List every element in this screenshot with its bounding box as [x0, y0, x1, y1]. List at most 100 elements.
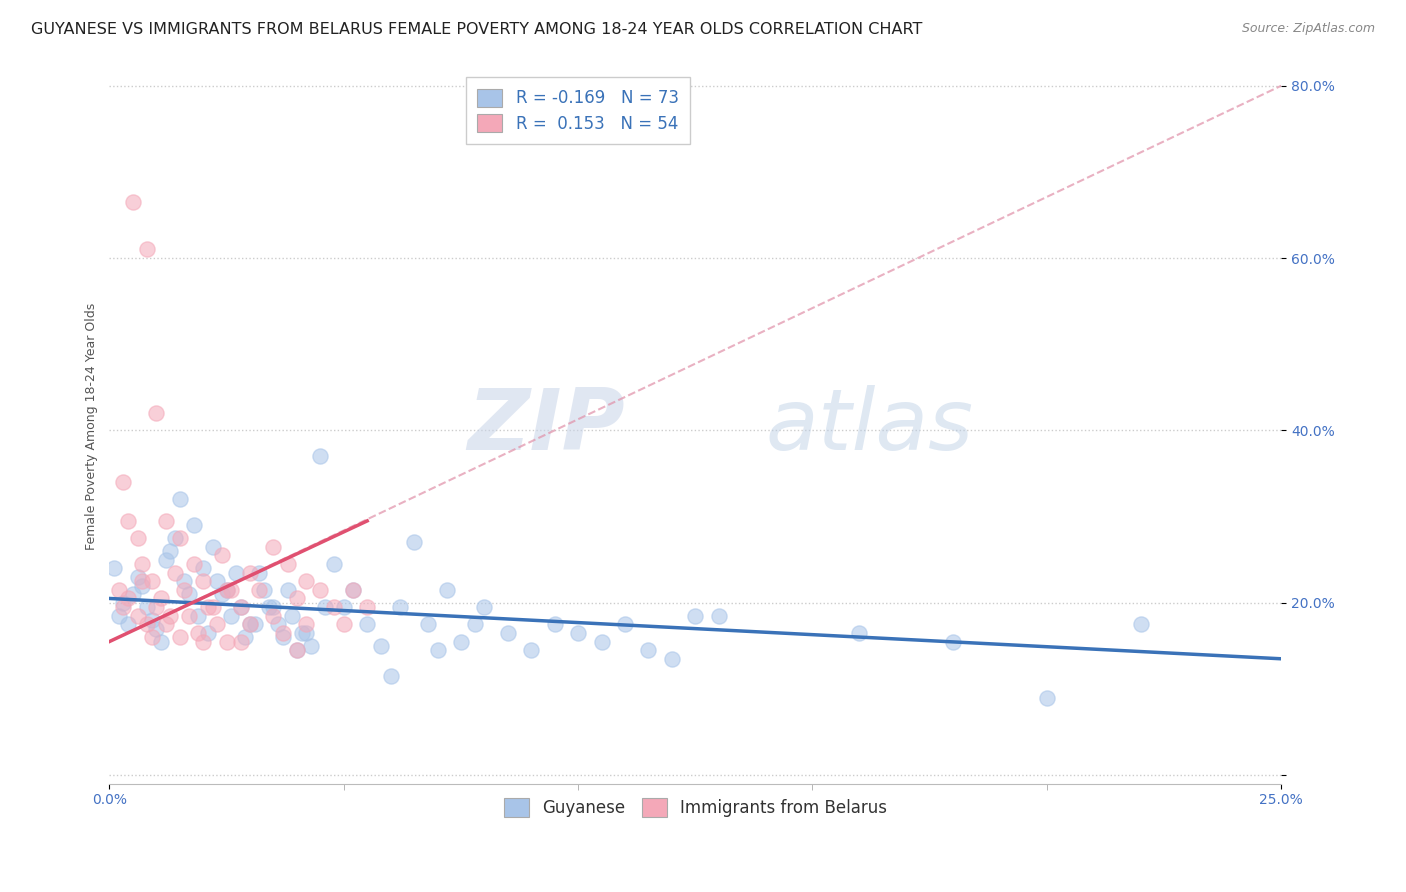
- Point: [191, 561, 214, 575]
- Point: [314, 600, 336, 615]
- Point: [332, 600, 354, 615]
- Point: [135, 617, 157, 632]
- Point: [183, 518, 205, 533]
- Point: [177, 587, 200, 601]
- Point: [107, 582, 129, 597]
- Point: [271, 626, 294, 640]
- Point: [295, 574, 318, 589]
- Point: [131, 557, 153, 571]
- Point: [149, 591, 172, 606]
- Point: [159, 544, 181, 558]
- Point: [661, 652, 683, 666]
- Point: [464, 617, 486, 632]
- Point: [544, 617, 567, 632]
- Point: [707, 608, 730, 623]
- Point: [276, 582, 298, 597]
- Point: [145, 622, 167, 636]
- Point: [201, 600, 224, 615]
- Point: [103, 561, 125, 575]
- Point: [309, 450, 332, 464]
- Point: [299, 639, 322, 653]
- Point: [290, 626, 312, 640]
- Point: [271, 630, 294, 644]
- Point: [380, 669, 402, 683]
- Point: [155, 552, 177, 566]
- Point: [131, 574, 153, 589]
- Point: [323, 600, 346, 615]
- Point: [262, 540, 284, 554]
- Point: [239, 566, 262, 580]
- Point: [121, 195, 143, 210]
- Point: [243, 617, 266, 632]
- Point: [257, 600, 280, 615]
- Point: [145, 600, 167, 615]
- Point: [112, 600, 135, 615]
- Point: [637, 643, 659, 657]
- Point: [520, 643, 543, 657]
- Point: [215, 582, 238, 597]
- Point: [112, 475, 135, 490]
- Point: [107, 608, 129, 623]
- Point: [197, 626, 219, 640]
- Point: [127, 570, 149, 584]
- Point: [323, 557, 346, 571]
- Point: [127, 608, 149, 623]
- Point: [191, 574, 214, 589]
- Point: [567, 626, 589, 640]
- Point: [141, 630, 163, 644]
- Point: [247, 582, 270, 597]
- Point: [418, 617, 440, 632]
- Point: [436, 582, 458, 597]
- Point: [474, 600, 496, 615]
- Point: [285, 643, 308, 657]
- Point: [127, 531, 149, 545]
- Point: [496, 626, 519, 640]
- Point: [229, 600, 252, 615]
- Point: [233, 630, 256, 644]
- Point: [225, 566, 247, 580]
- Point: [215, 582, 238, 597]
- Point: [342, 582, 364, 597]
- Point: [332, 617, 354, 632]
- Text: GUYANESE VS IMMIGRANTS FROM BELARUS FEMALE POVERTY AMONG 18-24 YEAR OLDS CORRELA: GUYANESE VS IMMIGRANTS FROM BELARUS FEMA…: [31, 22, 922, 37]
- Point: [117, 617, 139, 632]
- Point: [229, 634, 252, 648]
- Point: [163, 531, 186, 545]
- Point: [169, 531, 191, 545]
- Point: [121, 587, 143, 601]
- Point: [141, 574, 163, 589]
- Point: [1129, 617, 1152, 632]
- Point: [191, 634, 214, 648]
- Point: [281, 608, 304, 623]
- Point: [205, 574, 228, 589]
- Point: [117, 591, 139, 606]
- Point: [1036, 690, 1059, 705]
- Point: [276, 557, 298, 571]
- Point: [285, 591, 308, 606]
- Legend: Guyanese, Immigrants from Belarus: Guyanese, Immigrants from Belarus: [495, 790, 896, 825]
- Point: [614, 617, 637, 632]
- Point: [370, 639, 392, 653]
- Point: [197, 600, 219, 615]
- Point: [173, 574, 195, 589]
- Y-axis label: Female Poverty Among 18-24 Year Olds: Female Poverty Among 18-24 Year Olds: [86, 302, 98, 549]
- Point: [187, 626, 209, 640]
- Point: [253, 582, 276, 597]
- Point: [169, 492, 191, 507]
- Point: [149, 634, 172, 648]
- Text: atlas: atlas: [766, 384, 973, 467]
- Point: [169, 630, 191, 644]
- Point: [450, 634, 472, 648]
- Point: [388, 600, 411, 615]
- Point: [426, 643, 449, 657]
- Point: [177, 608, 200, 623]
- Point: [145, 406, 167, 420]
- Point: [267, 617, 290, 632]
- Point: [219, 608, 242, 623]
- Point: [295, 617, 318, 632]
- Point: [262, 608, 284, 623]
- Point: [402, 535, 425, 549]
- Point: [239, 617, 262, 632]
- Point: [211, 587, 233, 601]
- Point: [135, 600, 157, 615]
